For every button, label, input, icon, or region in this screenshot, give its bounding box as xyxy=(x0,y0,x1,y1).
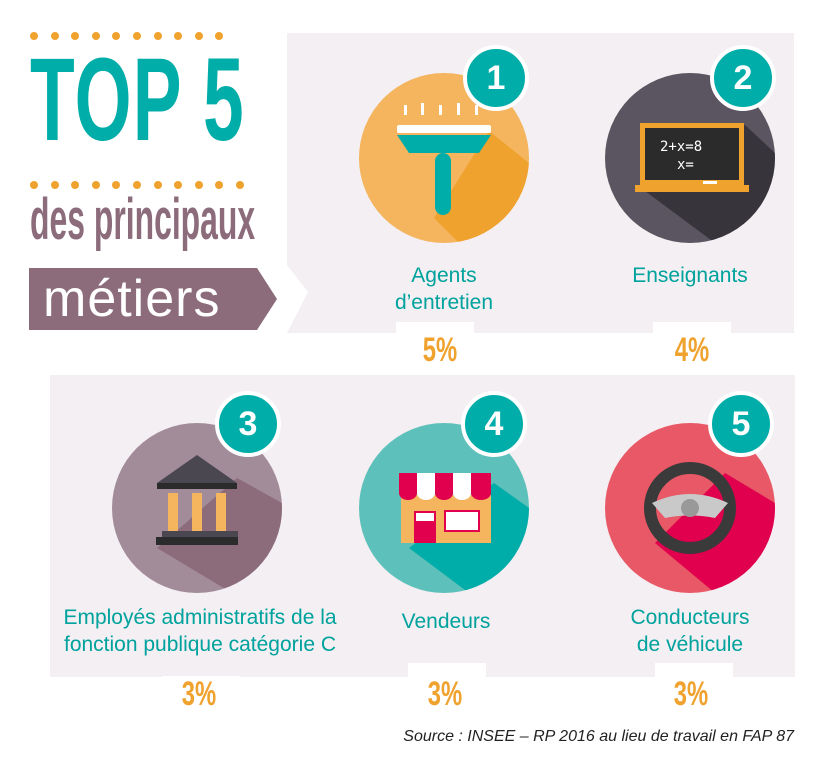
percent-value: 5% xyxy=(422,331,458,369)
percent-value: 3% xyxy=(673,675,709,713)
label-line: de véhicule xyxy=(636,633,744,656)
shop-icon xyxy=(359,423,529,593)
label-line: Conducteurs xyxy=(630,606,750,629)
rank-badge: 1 xyxy=(463,45,529,111)
subtitle: des principaux xyxy=(30,187,256,252)
rank-badge: 3 xyxy=(215,391,281,457)
percent-value: 3% xyxy=(181,675,217,713)
percent-value: 4% xyxy=(674,331,710,369)
label-line: Employés administratifs de la xyxy=(63,606,337,629)
item-label: Agents d’entretien xyxy=(324,262,564,316)
chalkboard-icon: 2+x=8 x= xyxy=(605,73,775,243)
dots-divider-bottom xyxy=(30,181,244,189)
item-label: Conducteurs de véhicule xyxy=(570,604,810,658)
percent-tab xyxy=(396,322,474,336)
percent-value: 3% xyxy=(427,675,463,713)
item-label: Enseignants xyxy=(570,262,810,289)
page-title: TOP 5 xyxy=(30,34,245,166)
percent-tab xyxy=(655,663,733,677)
item-label: Employés administratifs de la fonction p… xyxy=(50,604,350,658)
percent-tab xyxy=(653,322,731,336)
board-text: 2+x=8 xyxy=(660,139,702,155)
dots-divider-top xyxy=(30,32,224,40)
steering-wheel-icon xyxy=(605,423,775,593)
label-line: fonction publique catégorie C xyxy=(63,633,336,656)
label-line: Enseignants xyxy=(632,264,748,287)
percent-tab xyxy=(162,676,240,690)
label-line: d’entretien xyxy=(394,291,494,314)
rank-badge: 4 xyxy=(461,391,527,457)
board-text: x= xyxy=(677,157,694,173)
percent-tab xyxy=(408,663,486,677)
label-line: Vendeurs xyxy=(401,610,491,633)
window-squeegee-icon xyxy=(359,73,529,243)
arrow-banner-shape xyxy=(29,268,277,330)
highlight-text: métiers xyxy=(43,270,221,328)
highlight-banner: métiers xyxy=(29,268,277,330)
label-line: Agents xyxy=(411,264,477,287)
item-label: Vendeurs xyxy=(326,608,566,635)
rank-badge: 5 xyxy=(708,391,774,457)
government-building-icon xyxy=(112,423,282,593)
source-note: Source : INSEE – RP 2016 au lieu de trav… xyxy=(403,728,794,745)
rank-badge: 2 xyxy=(710,45,776,111)
